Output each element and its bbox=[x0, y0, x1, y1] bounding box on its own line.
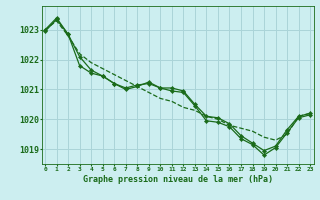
X-axis label: Graphe pression niveau de la mer (hPa): Graphe pression niveau de la mer (hPa) bbox=[83, 175, 273, 184]
